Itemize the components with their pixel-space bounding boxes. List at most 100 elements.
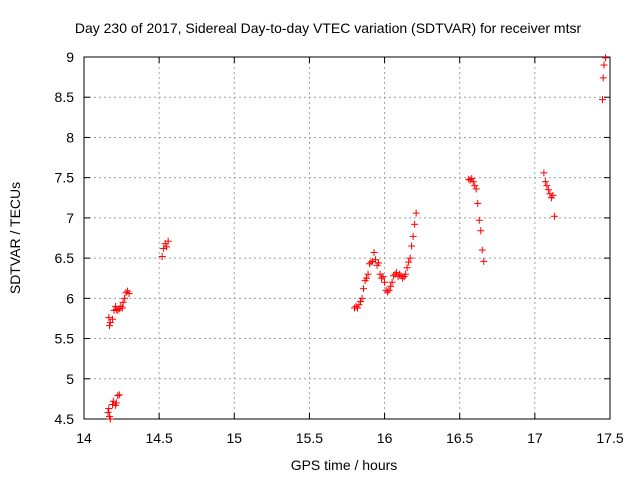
data-point: [358, 294, 366, 302]
x-tick-label: 17: [527, 430, 543, 446]
data-point: [164, 237, 172, 245]
data-point: [109, 397, 117, 405]
y-tick-label: 5: [66, 371, 74, 387]
data-point: [544, 186, 552, 194]
data-point: [355, 301, 363, 309]
y-tick-label: 7: [66, 210, 74, 226]
x-axis-label: GPS time / hours: [291, 457, 398, 473]
data-point: [158, 253, 166, 261]
data-point: [403, 264, 411, 272]
data-point: [396, 270, 404, 278]
data-point: [112, 306, 120, 314]
data-point: [412, 209, 420, 217]
data-point: [475, 216, 483, 224]
data-point: [360, 285, 368, 293]
data-point: [104, 409, 112, 417]
x-tick-label: 16.5: [446, 430, 473, 446]
data-point: [601, 54, 609, 62]
data-point: [388, 278, 396, 286]
data-point: [375, 259, 383, 267]
data-point: [393, 269, 401, 277]
y-tick-label: 5.5: [55, 331, 75, 347]
data-point: [478, 246, 486, 254]
data-point: [406, 254, 414, 262]
data-point: [357, 298, 365, 306]
data-point: [408, 242, 416, 250]
data-point: [372, 256, 380, 264]
y-tick-label: 4.5: [55, 411, 75, 427]
y-tick-label: 9: [66, 49, 74, 65]
data-point: [370, 248, 378, 256]
data-point: [540, 169, 548, 177]
axis-layer: 14 14.5 15 15.5 16 16.5 17 17.5 4.5 5 5.5 6 6.5 7 7.5 8…: [55, 49, 624, 446]
y-tick-label: 6: [66, 290, 74, 306]
data-point: [546, 190, 554, 198]
plot-frame: [83, 56, 611, 420]
x-tick-label: 15.5: [296, 430, 323, 446]
data-point: [118, 304, 126, 312]
data-point: [369, 257, 377, 265]
data-point: [381, 278, 389, 286]
data-point: [379, 273, 387, 281]
data-point: [109, 401, 117, 409]
data-point: [385, 286, 393, 294]
y-axis-label: SDTVAR / TECUs: [7, 182, 23, 294]
data-point: [465, 175, 473, 183]
data-point: [363, 274, 371, 282]
data-point: [472, 185, 480, 193]
data-point: [384, 288, 392, 296]
data-point: [119, 298, 127, 306]
data-point: [469, 178, 477, 186]
grid-layer: [84, 57, 610, 419]
data-point: [399, 274, 407, 282]
data-point: [402, 270, 410, 278]
data-point: [543, 182, 551, 190]
data-point: [117, 302, 125, 310]
data-point: [411, 220, 419, 228]
data-point: [163, 243, 171, 251]
data-point: [599, 74, 607, 82]
y-tick-label: 7.5: [55, 170, 75, 186]
chart-title: Day 230 of 2017, Sidereal Day-to-day VTE…: [75, 20, 582, 36]
data-point: [114, 306, 122, 314]
data-point: [390, 272, 398, 280]
y-tick-label: 6.5: [55, 250, 75, 266]
data-point: [105, 405, 113, 413]
data-point: [480, 257, 488, 265]
data-point: [405, 258, 413, 266]
data-point: [354, 304, 362, 312]
data-point: [115, 391, 123, 399]
data-point: [600, 61, 608, 69]
data-point: [549, 191, 557, 199]
data-point: [466, 176, 474, 184]
x-tick-label: 14.5: [146, 430, 173, 446]
data-point: [550, 212, 558, 220]
data-point: [122, 289, 130, 297]
x-tick-label: 16: [377, 430, 393, 446]
data-point: [364, 270, 372, 278]
data-point: [106, 322, 114, 330]
data-point: [105, 314, 113, 322]
data-point: [598, 96, 606, 104]
points-layer: [104, 54, 609, 423]
data-point: [106, 415, 114, 423]
y-tick-label: 8: [66, 129, 74, 145]
data-point: [109, 315, 117, 323]
y-tick-label: 8.5: [55, 89, 75, 105]
data-point: [114, 392, 122, 400]
data-point: [477, 227, 485, 235]
x-tick-label: 15: [226, 430, 242, 446]
data-point: [121, 294, 129, 302]
x-tick-label: 17.5: [596, 430, 623, 446]
data-point: [541, 178, 549, 186]
data-point: [112, 399, 120, 407]
data-point: [471, 182, 479, 190]
data-point: [468, 174, 476, 182]
data-point: [367, 258, 375, 266]
data-point: [125, 290, 133, 298]
data-point: [409, 232, 417, 240]
data-point: [387, 282, 395, 290]
data-point: [378, 274, 386, 282]
data-point: [474, 199, 482, 207]
